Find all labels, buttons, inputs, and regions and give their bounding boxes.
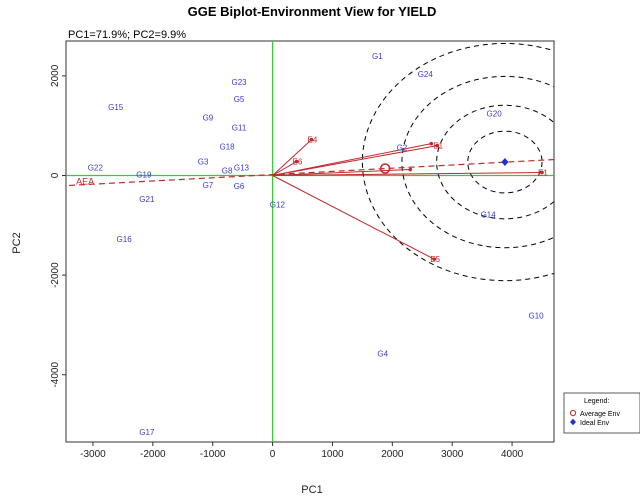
genotype-label-g4: G4 (377, 349, 388, 358)
genotype-label-g20: G20 (487, 110, 503, 119)
ideal-env-legend-icon (570, 418, 576, 426)
average-env-legend-icon (569, 409, 577, 417)
x-axis-ticks: -3000 -2000 -1000 0 1000 2000 3000 4000 (80, 442, 524, 460)
genotype-label-g12: G12 (270, 200, 286, 209)
genotype-label-g8: G8 (222, 167, 233, 176)
zero-axes (66, 41, 554, 442)
genotype-label-g22: G22 (88, 164, 104, 173)
genotype-label-g14: G14 (481, 210, 497, 219)
y-tick-label: -2000 (50, 262, 61, 288)
environment-label-e5: E5 (430, 255, 440, 264)
environment-vector-e2 (272, 145, 438, 176)
genotype-label-g11: G11 (232, 124, 247, 133)
x-axis-label: PC1 (301, 484, 322, 496)
legend-box (563, 392, 640, 434)
environment-label-e1: E1 (433, 142, 443, 151)
x-tick-label: 3000 (441, 449, 464, 460)
environment-vector-e4 (272, 139, 312, 176)
environment-point-e1 (540, 170, 544, 175)
plot-frame (65, 40, 555, 443)
concentric-circle-4 (361, 43, 554, 282)
y-axis-label: PC2 (11, 232, 23, 253)
genotype-label-g1: G1 (372, 52, 383, 61)
environment-vector-e6 (272, 161, 297, 176)
genotype-label-g19: G19 (136, 171, 152, 180)
x-tick-label: -3000 (80, 449, 106, 460)
genotype-label-g9: G9 (203, 114, 214, 123)
genotype-label-g23: G23 (231, 78, 247, 87)
x-tick-label: 2000 (381, 449, 404, 460)
environment-point-e2 (435, 143, 440, 148)
legend-entry-ideal-env: Ideal Env (580, 420, 610, 427)
genotype-label-g18: G18 (220, 143, 236, 152)
genotype-label-g16: G16 (117, 235, 133, 244)
x-tick-label: 0 (270, 449, 276, 460)
genotype-label-g24: G24 (418, 70, 434, 79)
environment-point-e7 (408, 167, 413, 172)
environment-label-e1: E1 (538, 169, 548, 178)
y-axis-ticks: -4000 -2000 0 2000 (50, 64, 66, 388)
ideal-environment-marker (501, 158, 509, 167)
y-tick-label: 0 (50, 172, 61, 178)
environment-vectors: E4 E6 E1 E5 E1 (272, 136, 548, 264)
aea-label: AEA (76, 176, 94, 186)
y-tick-label: -4000 (50, 362, 61, 388)
environment-vector-e5 (272, 175, 435, 260)
genotype-label-g6: G6 (234, 182, 245, 191)
genotype-label-g7: G7 (203, 181, 214, 190)
legend-entry-average-env: Average Env (580, 411, 620, 418)
environment-point-e3 (429, 141, 434, 146)
concentric-circle-1 (467, 130, 543, 194)
concentric-circles (361, 43, 554, 282)
genotype-label-g15: G15 (108, 103, 124, 112)
x-tick-label: 4000 (501, 449, 524, 460)
environment-vector-e3 (272, 143, 432, 176)
environment-vector-e7 (272, 169, 411, 176)
environment-vector-e1 (272, 172, 543, 176)
environment-point-e6 (294, 159, 299, 164)
x-tick-label: -2000 (140, 449, 166, 460)
environment-label-e4: E4 (307, 136, 317, 145)
x-tick-label: -1000 (200, 449, 226, 460)
aea-line (68, 158, 554, 187)
genotype-label-g17: G17 (139, 428, 155, 437)
chart-title: GGE Biplot-Environment View for YIELD (188, 4, 437, 19)
environment-label-e6: E6 (293, 158, 303, 167)
concentric-circle-3 (401, 75, 554, 249)
x-tick-label: 1000 (321, 449, 344, 460)
average-environment-marker (379, 163, 391, 174)
genotype-label-g21: G21 (139, 195, 155, 204)
genotype-label-g3: G3 (198, 158, 209, 167)
chart-subtitle: PC1=71.9%; PC2=9.9% (68, 29, 186, 41)
y-tick-label: 2000 (50, 64, 61, 87)
genotype-label-g13: G13 (234, 164, 250, 173)
genotype-label-g2: G2 (397, 144, 408, 153)
legend-title: Legend: (584, 398, 609, 405)
genotype-label-g10: G10 (528, 311, 544, 320)
environment-point-e5 (432, 257, 437, 261)
environment-point-e4 (309, 137, 314, 142)
legend: Legend: Average Env Ideal Env (563, 392, 640, 434)
aea-line-group: AEA (68, 158, 554, 187)
genotype-label-g5: G5 (234, 95, 245, 104)
